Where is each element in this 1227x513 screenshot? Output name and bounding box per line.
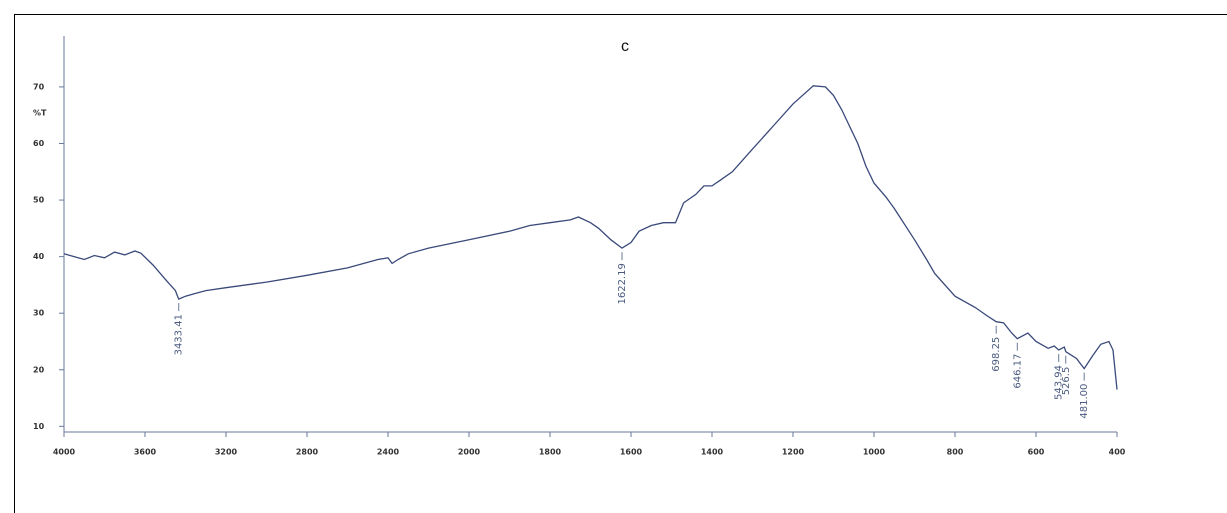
y-axis-label: %T xyxy=(33,109,47,118)
frame xyxy=(14,14,1227,513)
y-tick-label: 70 xyxy=(33,82,45,91)
peak-label: 543.94 xyxy=(1054,365,1065,400)
peak-label: 1622.19 xyxy=(617,263,628,304)
peak-label: 526.5 xyxy=(1061,367,1072,396)
x-tick-label: 1000 xyxy=(863,448,886,457)
x-tick-label: 3200 xyxy=(215,448,238,457)
peak-label: 646.17 xyxy=(1012,354,1023,389)
peak-label: 3433.41 xyxy=(174,314,185,355)
x-tick-label: 2000 xyxy=(458,448,481,457)
x-tick-label: 2800 xyxy=(296,448,319,457)
y-tick-label: 20 xyxy=(33,365,45,374)
x-tick-label: 2400 xyxy=(377,448,400,457)
y-tick-label: 50 xyxy=(33,196,45,205)
y-tick-label: 60 xyxy=(33,139,45,148)
y-tick-label: 10 xyxy=(33,422,45,431)
x-tick-label: 1200 xyxy=(782,448,805,457)
x-tick-label: 1800 xyxy=(539,448,562,457)
peak-label: 481.00 xyxy=(1079,384,1090,419)
chart-title: c xyxy=(621,38,629,55)
peak-label: 698.25 xyxy=(991,337,1002,372)
x-tick-label: 1400 xyxy=(701,448,724,457)
x-tick-label: 400 xyxy=(1109,448,1126,457)
x-tick-label: 4000 xyxy=(53,448,76,457)
x-tick-label: 600 xyxy=(1028,448,1045,457)
spectrum-line xyxy=(63,85,1118,390)
y-tick-label: 30 xyxy=(33,309,45,318)
x-tick-label: 3600 xyxy=(134,448,157,457)
y-tick-label: 40 xyxy=(33,252,45,261)
x-tick-label: 1600 xyxy=(620,448,643,457)
x-tick-label: 800 xyxy=(947,448,964,457)
